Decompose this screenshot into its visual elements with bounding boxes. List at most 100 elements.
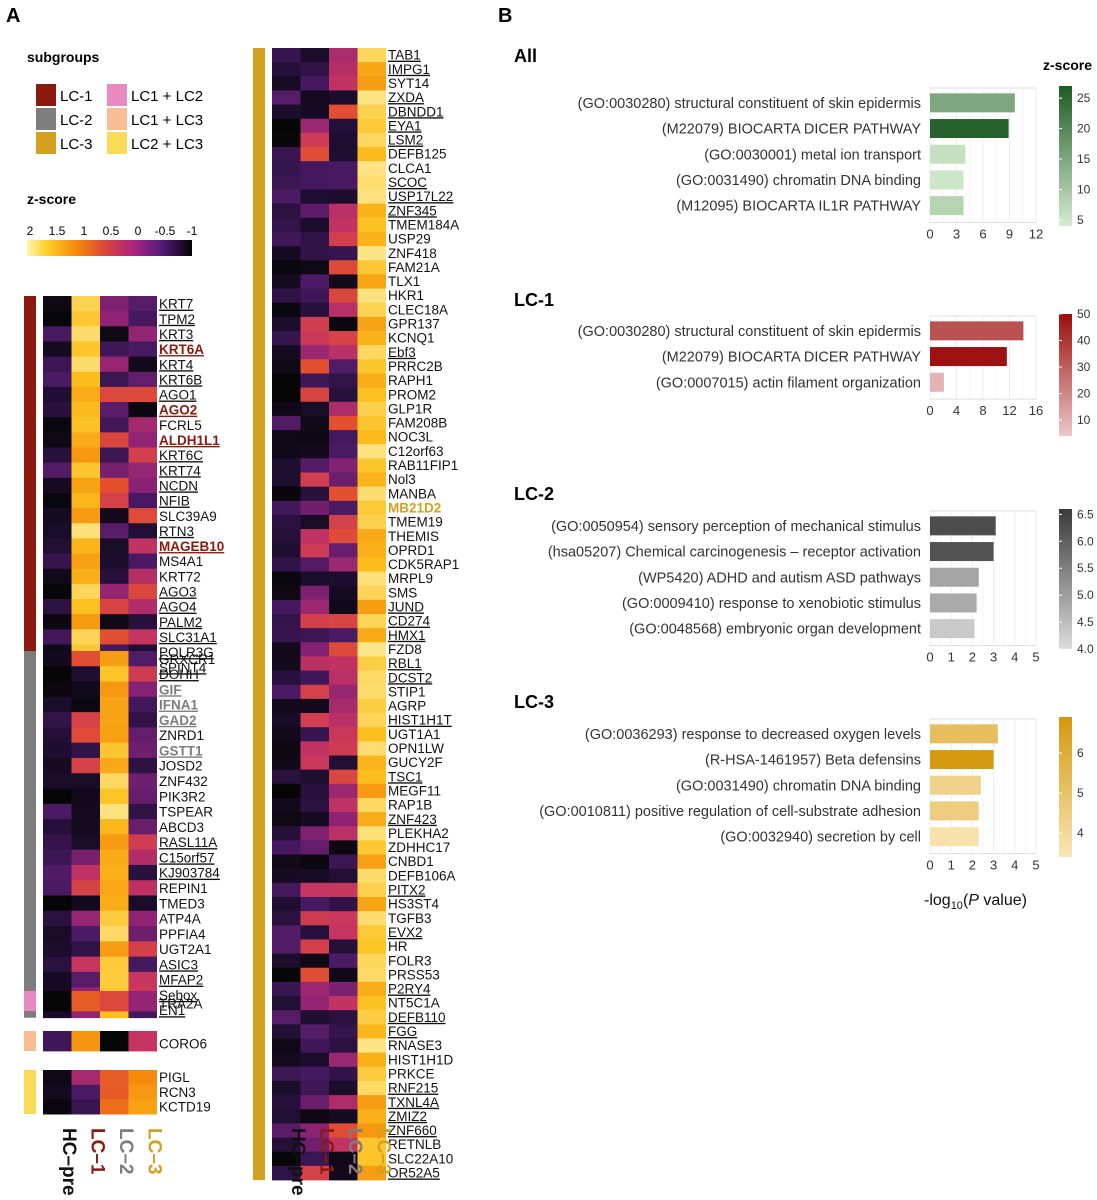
heatmap-cell <box>329 147 358 162</box>
heatmap-cell <box>357 401 386 417</box>
gene-label: JUND <box>388 600 424 615</box>
heatmap-cell <box>329 189 358 205</box>
group-bar-5 <box>253 48 265 1180</box>
heatmap-cell <box>272 925 301 940</box>
heatmap-cell <box>357 713 386 728</box>
heatmap-cell <box>100 788 129 805</box>
heatmap-cell <box>329 897 358 912</box>
heatmap-cell <box>300 48 329 63</box>
heatmap-cell <box>357 231 386 247</box>
heatmap-cell <box>128 956 157 973</box>
heatmap-cell <box>43 417 72 433</box>
heatmap-cell <box>329 331 358 346</box>
gene-label: PRRC2B <box>388 359 443 374</box>
heatmap-cell <box>300 118 329 134</box>
bar-3-1 <box>930 750 994 770</box>
heatmap-cell <box>128 599 157 615</box>
heatmap-cell <box>71 356 100 373</box>
heatmap-cell <box>329 727 358 742</box>
gene-label: HMX1 <box>388 628 426 643</box>
heatmap-cell <box>357 260 386 275</box>
heatmap-cell <box>300 231 329 247</box>
heatmap-cell <box>100 553 129 570</box>
gene-label: RETNLB <box>388 1137 441 1152</box>
gene-label: PALM2 <box>159 615 202 630</box>
heatmap-cell <box>357 1109 386 1124</box>
heatmap-cell <box>43 311 72 327</box>
legend-label-0: LC-1 <box>60 88 93 105</box>
heatmap-cell <box>357 981 386 997</box>
heatmap-cell <box>300 1137 329 1153</box>
gene-label: HR <box>388 939 408 954</box>
heatmap-cell <box>272 274 301 289</box>
heatmap-cell <box>100 1099 129 1115</box>
colorbar-tick-label-3-0: 4 <box>1077 826 1084 840</box>
heatmap-cell <box>71 971 100 988</box>
x-tick-0-3: 9 <box>1006 227 1013 242</box>
heatmap-cell <box>272 90 301 105</box>
heatmap-cell <box>329 797 358 813</box>
x-tick-2-5: 5 <box>1032 650 1039 665</box>
heatmap-cell <box>272 472 301 488</box>
heatmap-cell <box>272 316 301 332</box>
heatmap-cell <box>329 1123 358 1138</box>
heatmap-cell <box>272 1165 301 1181</box>
gene-label: FGG <box>388 1024 417 1039</box>
heatmap-cell <box>100 941 129 957</box>
heatmap-cell <box>43 462 72 479</box>
heatmap-cell <box>329 288 358 304</box>
heatmap-cell <box>329 387 358 403</box>
heatmap-cell <box>100 803 129 820</box>
heatmap-cell <box>128 1084 157 1100</box>
heatmap-cell <box>329 1095 358 1110</box>
heatmap-cell <box>329 500 358 516</box>
heatmap-cell <box>43 712 72 728</box>
gene-label: MANBA <box>388 486 436 501</box>
panel-label-a: A <box>6 5 20 27</box>
heatmap-cell <box>100 492 129 509</box>
colorbar-3 <box>1059 717 1072 857</box>
heatmap-cell <box>43 477 72 494</box>
gene-label: TRA2A <box>159 997 203 1012</box>
gene-label: KRT72 <box>159 569 201 584</box>
heatmap-cell <box>300 430 329 445</box>
heatmap-cell <box>272 698 301 714</box>
heatmap-cell <box>272 118 301 134</box>
gene-label: ALDH1L1 <box>159 433 220 448</box>
heatmap-cell <box>100 712 129 728</box>
heatmap-cell <box>300 104 329 120</box>
heatmap-cell <box>300 1123 329 1138</box>
colorbar-tick-label-2-0: 4.0 <box>1077 642 1094 656</box>
x-tick-0-1: 3 <box>953 227 960 242</box>
heatmap-cell <box>300 217 329 233</box>
bar-3-0 <box>930 724 998 744</box>
heatmap-cell <box>300 274 329 289</box>
bar-2-0 <box>930 516 996 536</box>
heatmap-cell <box>128 910 157 927</box>
heatmap-cell <box>71 803 100 820</box>
heatmap-cell <box>272 557 301 572</box>
heatmap-cell <box>329 430 358 445</box>
heatmap-cell <box>43 773 72 789</box>
heatmap-cell <box>71 1099 100 1115</box>
gene-label: KRT74 <box>159 463 201 478</box>
heatmap-cell <box>357 430 386 445</box>
x-tick-1-1: 4 <box>953 403 960 418</box>
heatmap-cell <box>329 48 358 63</box>
heatmap-cell <box>357 812 386 827</box>
gene-label: CORO6 <box>159 1037 207 1052</box>
gene-label: RAPH1 <box>388 373 433 388</box>
heatmap-cell <box>329 557 358 572</box>
heatmap-cell <box>329 571 358 587</box>
colorbar-2 <box>1059 509 1072 649</box>
gene-label: GIF <box>159 682 182 697</box>
gene-label: TPM2 <box>159 312 195 327</box>
x-axis-label-rest: ( <box>963 892 969 909</box>
colorbar-tick-label-1-4: 50 <box>1077 307 1091 321</box>
heatmap-cell <box>329 543 358 558</box>
heatmap-cell <box>329 967 358 983</box>
heatmap-cell <box>128 553 157 570</box>
gene-label: ATP4A <box>159 912 201 927</box>
zscore-gradient-bar <box>27 240 192 256</box>
heatmap-cell <box>300 1010 329 1025</box>
